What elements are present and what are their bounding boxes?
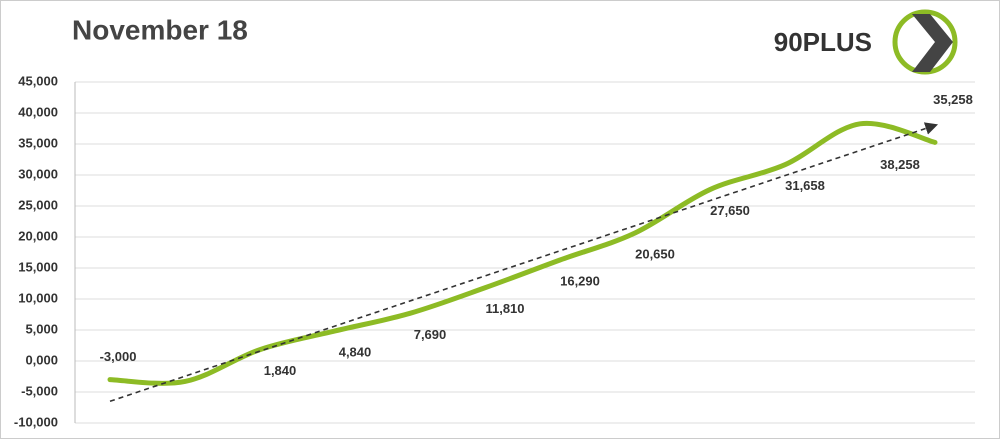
logo-text: 90PLUS: [774, 27, 872, 57]
y-tick-label: 20,000: [18, 228, 58, 243]
data-label: 38,258: [880, 157, 920, 172]
y-tick-label: -5,000: [21, 383, 58, 398]
data-label: 31,658: [785, 178, 825, 193]
y-tick-label: 15,000: [18, 259, 58, 274]
chart-title: November 18: [72, 14, 248, 45]
y-tick-label: 5,000: [25, 321, 58, 336]
data-label: -3,000: [100, 349, 137, 364]
y-tick-label: 25,000: [18, 197, 58, 212]
trendline: [109, 122, 939, 403]
data-label: 7,690: [414, 327, 447, 342]
data-label: 16,290: [560, 273, 600, 288]
y-tick-label: 45,000: [18, 73, 58, 88]
data-label: 4,840: [339, 344, 372, 359]
data-label: 27,650: [710, 203, 750, 218]
data-label: 1,840: [264, 363, 297, 378]
y-tick-label: 10,000: [18, 290, 58, 305]
logo-x: [912, 14, 953, 72]
data-label: 35,258: [933, 92, 973, 107]
y-tick-label: 35,000: [18, 135, 58, 150]
y-tick-label: -10,000: [14, 414, 58, 429]
y-tick-label: 30,000: [18, 166, 58, 181]
data-label: 20,650: [635, 246, 675, 261]
logo: 90PLUS: [774, 9, 958, 75]
y-tick-label: 0,000: [25, 352, 58, 367]
data-line: [107, 120, 938, 386]
y-tick-label: 40,000: [18, 104, 58, 119]
data-label: 11,810: [485, 301, 524, 316]
